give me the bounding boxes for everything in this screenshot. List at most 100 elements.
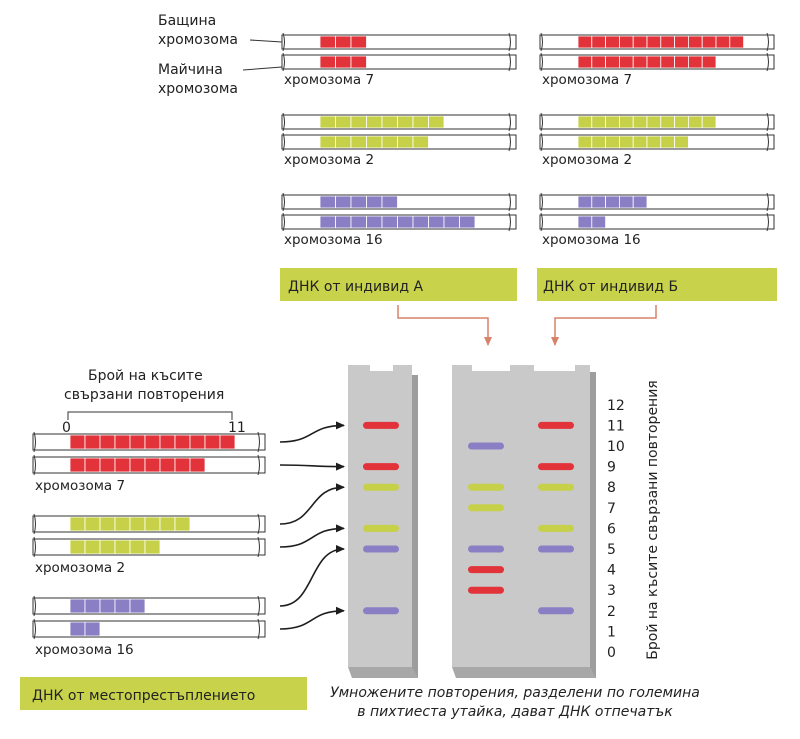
repeat-unit	[84, 539, 101, 555]
strip-to-band-arrow	[279, 545, 345, 607]
repeat-unit	[84, 598, 101, 614]
repeat-unit	[319, 55, 336, 69]
maternal-label-line2: хромозома	[158, 81, 238, 97]
repeat-unit	[114, 598, 131, 614]
repeat-unit	[69, 434, 86, 450]
arrow-b-to-gel	[551, 305, 657, 346]
repeat-unit	[443, 215, 460, 229]
chromosome-label: хромозома 2	[284, 152, 374, 168]
chromosome-pair: хромозома 7	[539, 32, 775, 88]
repeat-unit	[412, 115, 429, 129]
strip-to-band-arrow	[279, 606, 345, 630]
repeat-unit	[688, 35, 703, 49]
strip-to-band-arrow	[279, 483, 345, 525]
repeat-unit	[114, 434, 131, 450]
repeat-unit	[335, 215, 352, 229]
gel-scale-tick: 2	[607, 604, 616, 620]
repeat-unit	[605, 35, 620, 49]
repeat-unit	[350, 35, 367, 49]
gel-lane-ab	[452, 365, 590, 667]
repeat-unit	[350, 215, 367, 229]
repeat-unit	[204, 434, 221, 450]
repeat-unit	[381, 115, 398, 129]
repeat-unit	[688, 55, 703, 69]
repeat-unit	[335, 55, 352, 69]
repeat-unit	[701, 115, 717, 129]
strip-to-band-arrow	[279, 421, 345, 443]
chromosome-label: хромозома 7	[35, 478, 125, 494]
repeat-unit	[701, 55, 717, 69]
paternal-label-line2: хромозома	[158, 32, 238, 48]
gel-scale-tick: 8	[607, 480, 616, 496]
gel-band-crime-scene	[363, 483, 399, 491]
gel-slab	[348, 365, 596, 678]
repeat-unit	[335, 195, 352, 209]
repeat-unit	[319, 195, 336, 209]
chromosome-pair: хромозома 2	[281, 112, 517, 168]
repeat-unit	[660, 55, 675, 69]
repeat-unit	[335, 135, 352, 149]
chromosome-pair: хромозома 16	[32, 595, 266, 658]
repeat-unit	[729, 35, 744, 49]
repeat-unit	[99, 457, 116, 473]
gel-band-individual-b	[538, 421, 574, 429]
repeat-unit	[366, 115, 383, 129]
repeat-unit	[114, 539, 131, 555]
repeat-unit	[99, 598, 116, 614]
caption-line1: Умножените повторения, разделени по голе…	[330, 685, 700, 701]
gel-scale-tick: 10	[607, 439, 625, 455]
gel-scale-tick: 3	[607, 583, 616, 599]
repeat-unit	[591, 195, 606, 209]
repeat-unit	[174, 434, 191, 450]
repeat-unit	[632, 55, 648, 69]
gel-scale-tick: 6	[607, 521, 616, 537]
repeat-unit	[688, 115, 703, 129]
gel-scale-tick: 7	[607, 501, 616, 517]
repeat-unit	[619, 115, 634, 129]
repeat-unit	[174, 457, 191, 473]
repeat-unit	[189, 457, 206, 473]
repeat-unit	[129, 434, 146, 450]
repeat-unit	[660, 35, 675, 49]
repeat-unit	[69, 539, 86, 555]
repeat-unit	[632, 135, 648, 149]
gel-scale-tick: 1	[607, 624, 616, 640]
paternal-pointer-line	[249, 39, 283, 43]
repeat-unit	[619, 35, 634, 49]
gel-scale-tick: 0	[607, 645, 616, 661]
paternal-chromosome-strip	[539, 194, 775, 210]
paternal-chromosome-strip	[281, 34, 517, 50]
repeat-unit	[381, 135, 398, 149]
repeat-unit	[619, 195, 634, 209]
arrow-a-to-gel	[397, 305, 492, 346]
repeat-unit	[577, 215, 593, 229]
repeat-unit	[646, 135, 662, 149]
individual-b-label-box: ДНК от индивид Б	[537, 268, 777, 301]
repeat-unit	[605, 55, 620, 69]
repeat-unit	[350, 195, 367, 209]
gel-scale-tick: 9	[607, 460, 616, 476]
repeat-unit	[335, 35, 352, 49]
repeat-unit	[591, 135, 606, 149]
gel-lane-crime-scene	[348, 365, 412, 667]
gel-bands	[363, 421, 574, 615]
repeat-unit	[84, 457, 101, 473]
repeat-unit	[591, 215, 606, 229]
repeat-unit	[144, 457, 161, 473]
repeat-unit	[129, 539, 146, 555]
repeat-axis-start: 0	[62, 420, 71, 436]
individual-a-chromosomes: хромозома 7 хромозома 2 хромозома 16	[281, 32, 517, 248]
repeat-unit	[69, 457, 86, 473]
crime-scene-to-gel-arrows	[279, 421, 345, 630]
repeat-count-bracket	[67, 411, 233, 420]
paternal-chromosome-strip	[32, 597, 266, 615]
strip-to-band-arrow	[279, 524, 345, 548]
gel-band-crime-scene	[363, 524, 399, 532]
repeat-unit	[219, 434, 236, 450]
repeat-unit	[660, 115, 675, 129]
repeat-unit	[174, 516, 191, 532]
caption-line2: в пихтиеста утайка, дават ДНК отпечатък	[357, 704, 673, 720]
gel-band-individual-b	[538, 545, 574, 553]
repeat-unit	[674, 35, 689, 49]
